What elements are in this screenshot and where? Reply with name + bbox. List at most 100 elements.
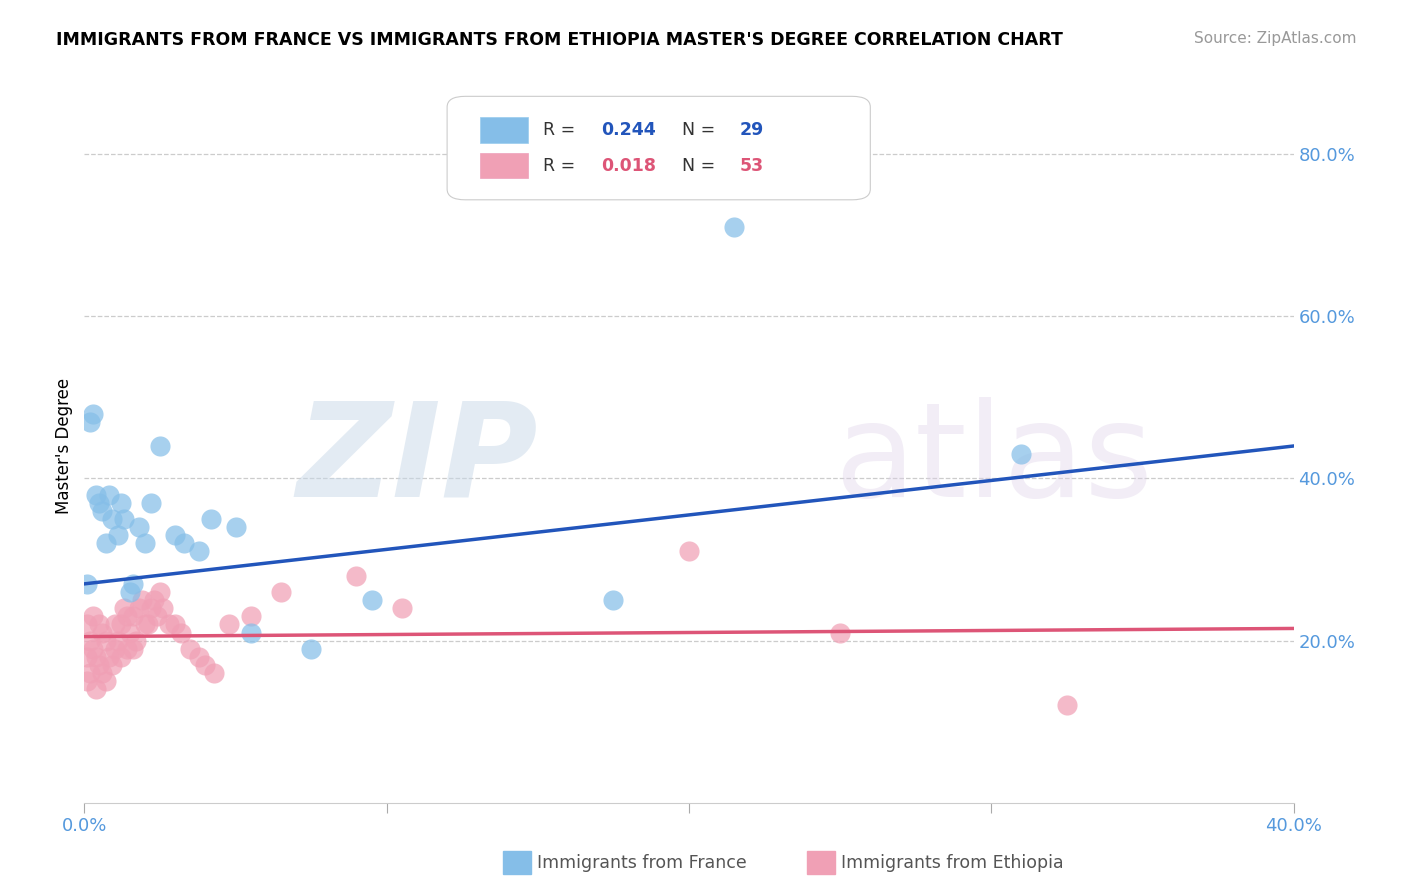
Point xyxy=(89,617,111,632)
Point xyxy=(128,601,150,615)
Y-axis label: Master's Degree: Master's Degree xyxy=(55,378,73,514)
Point xyxy=(299,641,322,656)
Text: 0.244: 0.244 xyxy=(600,121,655,139)
Text: Immigrants from France: Immigrants from France xyxy=(537,854,747,871)
Point xyxy=(107,528,129,542)
Point xyxy=(91,504,114,518)
Point xyxy=(91,625,114,640)
Point xyxy=(723,220,745,235)
Point xyxy=(94,536,117,550)
Point xyxy=(112,601,135,615)
Point xyxy=(346,568,368,582)
Point xyxy=(100,657,122,672)
FancyBboxPatch shape xyxy=(447,96,870,200)
Point xyxy=(200,512,222,526)
Point xyxy=(128,520,150,534)
Point xyxy=(110,617,132,632)
Point xyxy=(121,577,143,591)
Point xyxy=(115,641,138,656)
Point xyxy=(157,617,180,632)
Point xyxy=(391,601,413,615)
Point xyxy=(115,609,138,624)
Point xyxy=(112,512,135,526)
Point xyxy=(125,633,148,648)
Point xyxy=(270,585,292,599)
Text: 53: 53 xyxy=(740,157,763,175)
Point xyxy=(602,593,624,607)
Point xyxy=(121,609,143,624)
Point xyxy=(165,617,187,632)
Text: R =: R = xyxy=(543,157,581,175)
Point xyxy=(97,649,120,664)
Point xyxy=(79,666,101,681)
Point xyxy=(134,617,156,632)
Point xyxy=(100,512,122,526)
Text: IMMIGRANTS FROM FRANCE VS IMMIGRANTS FROM ETHIOPIA MASTER'S DEGREE CORRELATION C: IMMIGRANTS FROM FRANCE VS IMMIGRANTS FRO… xyxy=(56,31,1063,49)
Point xyxy=(188,649,211,664)
Point xyxy=(142,593,165,607)
Point xyxy=(188,544,211,558)
Point xyxy=(94,674,117,689)
Point xyxy=(121,641,143,656)
Point xyxy=(152,601,174,615)
Point xyxy=(678,544,700,558)
Text: Immigrants from Ethiopia: Immigrants from Ethiopia xyxy=(841,854,1063,871)
Point xyxy=(170,625,193,640)
Point xyxy=(139,496,162,510)
Point xyxy=(110,496,132,510)
Point xyxy=(79,633,101,648)
Point xyxy=(165,528,187,542)
Text: Source: ZipAtlas.com: Source: ZipAtlas.com xyxy=(1194,31,1357,46)
Point xyxy=(118,625,141,640)
Text: ZIP: ZIP xyxy=(297,397,538,524)
Point xyxy=(179,641,201,656)
FancyBboxPatch shape xyxy=(479,117,529,143)
Point xyxy=(149,585,172,599)
Point xyxy=(225,520,247,534)
Point xyxy=(97,488,120,502)
Text: N =: N = xyxy=(682,121,720,139)
Point xyxy=(139,601,162,615)
Point xyxy=(146,609,169,624)
Point xyxy=(76,674,98,689)
Text: N =: N = xyxy=(682,157,720,175)
Point xyxy=(1056,698,1078,713)
Point xyxy=(82,641,104,656)
Point xyxy=(1011,447,1033,461)
Point xyxy=(218,617,240,632)
Point xyxy=(134,536,156,550)
Text: 0.018: 0.018 xyxy=(600,157,655,175)
Point xyxy=(94,633,117,648)
Point xyxy=(239,609,262,624)
Point xyxy=(86,682,108,697)
Point xyxy=(76,617,98,632)
Point xyxy=(107,633,129,648)
Point xyxy=(131,593,153,607)
Point xyxy=(91,666,114,681)
Point xyxy=(76,649,98,664)
Point xyxy=(89,657,111,672)
Point xyxy=(79,415,101,429)
Point xyxy=(149,439,172,453)
Point xyxy=(360,593,382,607)
Point xyxy=(202,666,225,681)
Point xyxy=(89,496,111,510)
Point xyxy=(830,625,852,640)
Point xyxy=(86,488,108,502)
Point xyxy=(118,585,141,599)
Point xyxy=(110,649,132,664)
Point xyxy=(86,649,108,664)
Point xyxy=(194,657,217,672)
Text: 29: 29 xyxy=(740,121,763,139)
Point xyxy=(173,536,195,550)
Text: atlas: atlas xyxy=(834,397,1153,524)
Point xyxy=(82,609,104,624)
Point xyxy=(76,577,98,591)
Point xyxy=(104,641,127,656)
FancyBboxPatch shape xyxy=(479,153,529,178)
Point xyxy=(239,625,262,640)
Point xyxy=(104,617,127,632)
Point xyxy=(82,407,104,421)
Text: R =: R = xyxy=(543,121,581,139)
Point xyxy=(136,617,159,632)
